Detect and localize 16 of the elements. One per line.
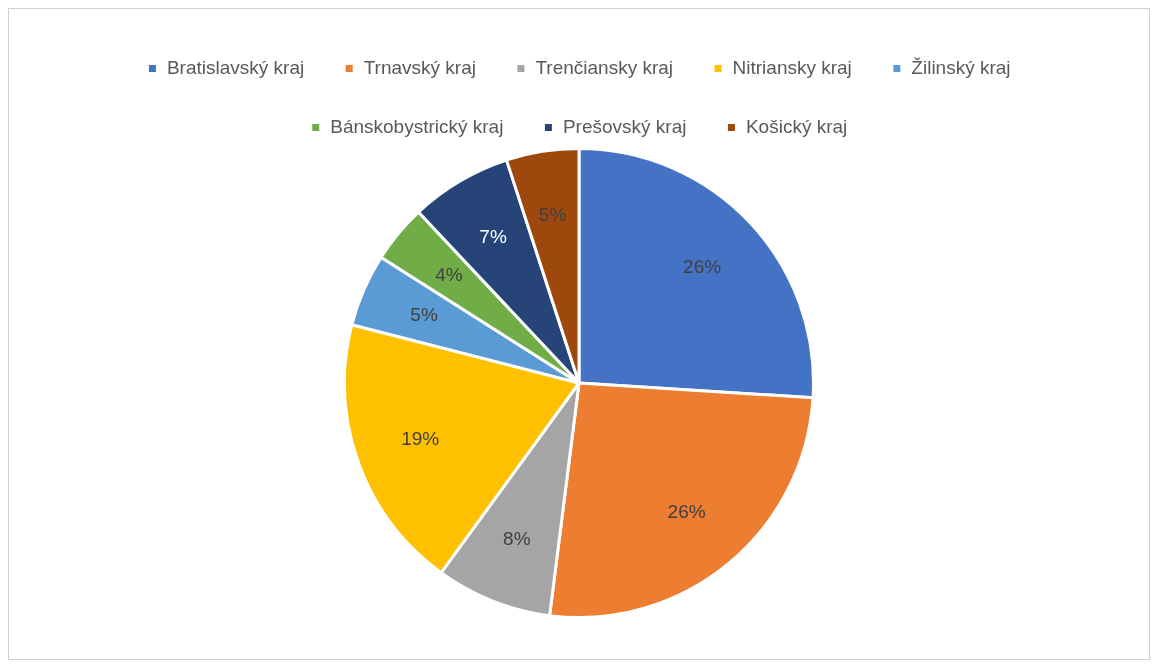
legend-label: Prešovský kraj: [562, 115, 687, 137]
legend-label: Trnavský kraj: [363, 56, 476, 78]
legend-label: Trenčiansky kraj: [535, 56, 674, 78]
data-label: 26%: [667, 501, 706, 523]
legend-label: Bratislavský kraj: [166, 56, 305, 78]
legend-label: Košický kraj: [745, 115, 848, 137]
data-label: 8%: [503, 528, 531, 550]
data-label: 4%: [435, 263, 463, 285]
data-label: 26%: [683, 255, 722, 277]
data-label: 7%: [479, 225, 507, 247]
legend-label: Nitriansky kraj: [732, 56, 852, 78]
legend-label: Bánskobystrický kraj: [330, 115, 504, 137]
data-label: 5%: [538, 204, 567, 226]
legend-label: Žilinský kraj: [911, 56, 1011, 78]
data-label: 19%: [401, 428, 440, 450]
data-label: 5%: [410, 304, 438, 326]
